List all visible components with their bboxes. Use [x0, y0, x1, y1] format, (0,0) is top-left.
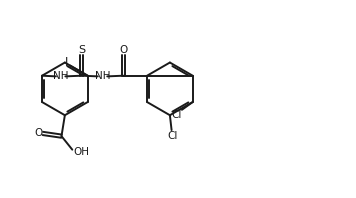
Text: Cl: Cl — [168, 131, 178, 141]
Text: S: S — [78, 45, 85, 55]
Text: O: O — [120, 45, 128, 55]
Text: Cl: Cl — [171, 109, 182, 120]
Text: O: O — [34, 128, 42, 138]
Text: I: I — [65, 56, 68, 69]
Text: NH: NH — [95, 71, 110, 81]
Text: OH: OH — [73, 147, 89, 157]
Text: NH: NH — [53, 71, 68, 81]
